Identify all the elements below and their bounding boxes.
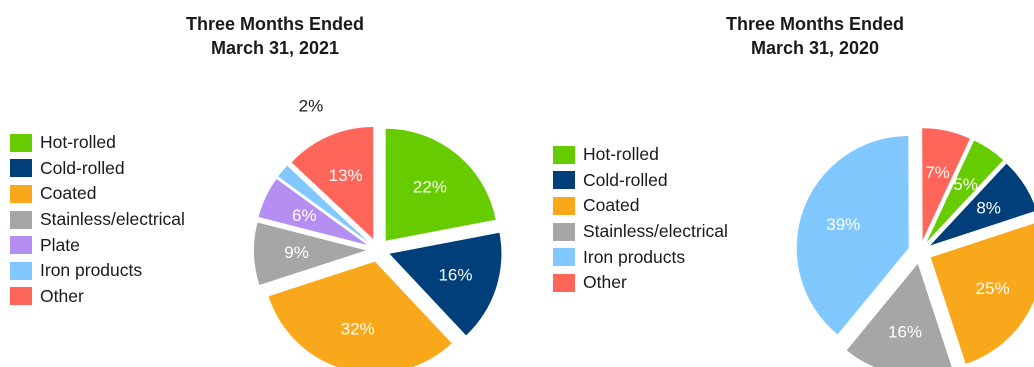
legend-label: Coated [40,183,97,204]
pie-label-coated: 25% [976,279,1010,298]
legend-swatch [553,273,575,292]
pie-label-cold-rolled: 16% [438,266,472,285]
legend-item-stainless-electrical: Stainless/electrical [10,207,185,233]
legend-item-other: Other [553,270,728,296]
chart-1-title-line-2: March 31, 2021 [210,38,340,58]
legend-label: Hot-rolled [583,144,659,165]
legend-item-iron-products: Iron products [10,258,185,284]
chart-1-pie: 22% 16% 32% 9% 6% 2% 13% [254,97,502,367]
chart-1-title-line-1: Three Months Ended [185,14,364,34]
pie-label-stainless-electrical: 16% [888,323,922,342]
chart-2-title-line-2: March 31, 2020 [750,38,880,58]
legend-item-other: Other [10,284,185,310]
legend-label: Iron products [583,246,686,267]
pie-label-other: 7% [925,163,950,182]
pie-slice-stainless-electrical [254,222,367,285]
chart-1-title: Three Months Ended March 31, 2021 [150,12,400,60]
legend-swatch [10,236,32,255]
legend-label: Cold-rolled [40,157,125,178]
pie-label-hot-rolled: 5% [953,175,978,194]
pie-slice-iron-products [796,135,909,335]
chart-1-legend: Hot-rolled Cold-rolled Coated Stainless/ele… [10,130,185,309]
legend-item-coated: Coated [10,181,185,207]
chart-2-title: Three Months Ended March 31, 2020 [690,12,940,60]
legend-label: Other [583,272,627,293]
pie-label-iron-products: 39% [826,215,860,234]
legend-label: Cold-rolled [583,169,668,190]
legend-swatch [10,210,32,229]
legend-item-cold-rolled: Cold-rolled [553,168,728,194]
pie-label-other: 13% [329,166,363,185]
legend-item-iron-products: Iron products [553,244,728,270]
legend-swatch [553,196,575,215]
pie-slice-hot-rolled [385,128,496,241]
pie-label-iron-products: 2% [299,97,324,116]
pie-label-stainless-electrical: 9% [284,243,309,262]
legend-label: Hot-rolled [40,132,116,153]
pie-label-hot-rolled: 22% [413,178,447,197]
legend-label: Iron products [40,260,143,281]
pie-slice-other [922,128,970,241]
legend-item-cold-rolled: Cold-rolled [10,156,185,182]
legend-swatch [553,248,575,267]
legend-swatch [553,222,575,241]
legend-item-hot-rolled: Hot-rolled [10,130,185,156]
chart-2-legend: Hot-rolled Cold-rolled Coated Stainless/ele… [553,142,728,296]
legend-swatch [553,145,575,164]
pie-slice-plate [258,179,368,245]
legend-swatch [10,133,32,152]
legend-swatch [10,159,32,178]
legend-swatch [553,171,575,190]
chart-2-pie: 5% 8% 25% 16% 39% 7% [796,128,1034,367]
pie-label-plate: 6% [292,206,317,225]
pie-slice-coated [930,223,1034,364]
pie-label-coated: 32% [341,319,375,338]
legend-swatch [10,261,32,280]
legend-item-stainless-electrical: Stainless/electrical [553,219,728,245]
pie-slice-other [291,126,374,239]
legend-label: Plate [40,234,80,255]
pie-label-cold-rolled: 8% [976,199,1001,218]
legend-label: Coated [583,195,640,216]
legend-swatch [10,287,32,306]
pie-slice-cold-rolled [930,163,1034,246]
pie-slice-iron-products [278,165,369,243]
legend-item-hot-rolled: Hot-rolled [553,142,728,168]
legend-label: Stainless/electrical [40,209,185,230]
chart-2-title-line-1: Three Months Ended [725,14,904,34]
pie-slice-stainless-electrical [846,263,952,367]
pie-slice-coated [268,261,452,367]
legend-item-plate: Plate [10,232,185,258]
legend-label: Stainless/electrical [583,221,728,242]
legend-item-coated: Coated [553,193,728,219]
pie-slice-hot-rolled [926,140,1004,243]
pie-slice-cold-rolled [389,232,502,336]
legend-swatch [10,184,32,203]
legend-label: Other [40,285,84,306]
